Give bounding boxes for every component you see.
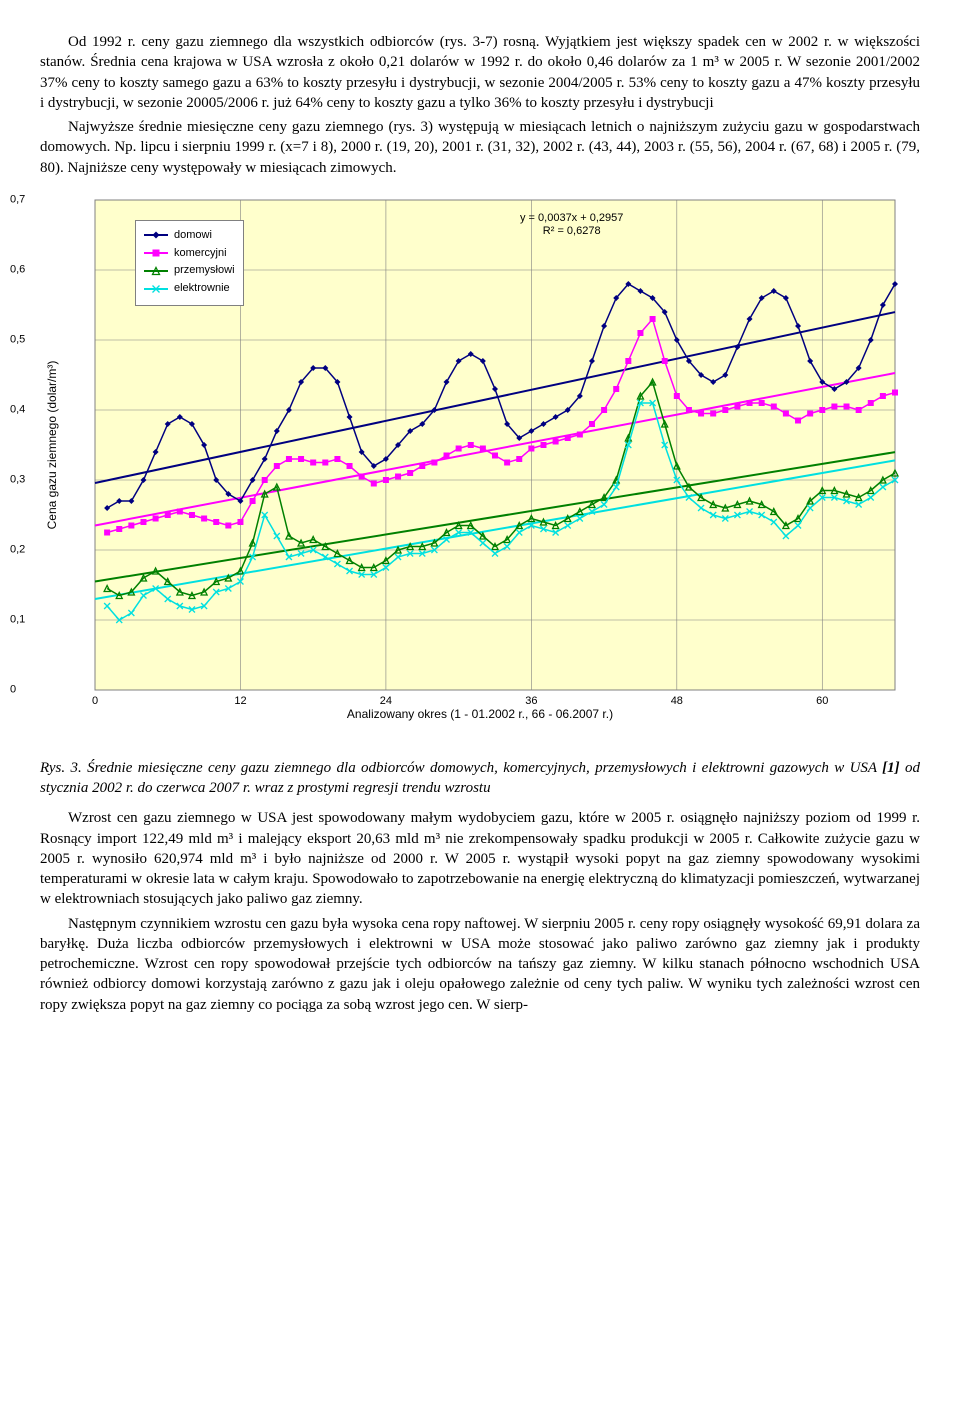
figure-caption: Rys. 3. Średnie miesięczne ceny gazu zie… bbox=[40, 758, 920, 799]
x-tick-label: 36 bbox=[525, 694, 537, 709]
y-tick-label: 0,4 bbox=[10, 402, 25, 417]
y-tick-label: 0,3 bbox=[10, 472, 25, 487]
caption-text: Rys. 3. Średnie miesięczne ceny gazu zie… bbox=[40, 760, 920, 796]
x-tick-label: 60 bbox=[816, 694, 828, 709]
legend-item: domowi bbox=[144, 228, 235, 243]
trend-equation: y = 0,0037x + 0,2957R² = 0,6278 bbox=[520, 212, 623, 238]
x-tick-label: 0 bbox=[92, 694, 98, 709]
y-tick-label: 0,6 bbox=[10, 262, 25, 277]
y-tick-label: 0,1 bbox=[10, 612, 25, 627]
legend-item: przemysłowi bbox=[144, 263, 235, 278]
para1b-text: Najwyższe średnie miesięczne ceny gazu z… bbox=[40, 119, 920, 176]
y-tick-label: 0,2 bbox=[10, 542, 25, 557]
y-tick-label: 0,7 bbox=[10, 192, 25, 207]
para3-text: Następnym czynnikiem wzrostu cen gazu by… bbox=[40, 916, 920, 1013]
paragraph-3: Następnym czynnikiem wzrostu cen gazu by… bbox=[40, 914, 920, 1015]
para2-text: Wzrost cen gazu ziemnego w USA jest spow… bbox=[40, 810, 920, 907]
y-tick-label: 0 bbox=[10, 682, 16, 697]
y-tick-label: 0,5 bbox=[10, 332, 25, 347]
legend-label: przemysłowi bbox=[174, 263, 235, 278]
para1-text: Od 1992 r. ceny gazu ziemnego dla wszyst… bbox=[40, 34, 920, 111]
figure-3: Cena gazu ziemnego (dolar/m³) Analizowan… bbox=[40, 190, 920, 750]
legend-label: elektrownie bbox=[174, 281, 230, 296]
paragraph-2: Wzrost cen gazu ziemnego w USA jest spow… bbox=[40, 808, 920, 909]
paragraph-1: Od 1992 r. ceny gazu ziemnego dla wszyst… bbox=[40, 32, 920, 113]
x-tick-label: 12 bbox=[234, 694, 246, 709]
x-tick-label: 24 bbox=[380, 694, 392, 709]
chart-container: Cena gazu ziemnego (dolar/m³) Analizowan… bbox=[40, 190, 920, 750]
legend-item: elektrownie bbox=[144, 281, 235, 296]
legend-label: domowi bbox=[174, 228, 212, 243]
legend-item: komercyjni bbox=[144, 246, 235, 261]
paragraph-1b: Najwyższe średnie miesięczne ceny gazu z… bbox=[40, 117, 920, 178]
chart-legend: domowi komercyjni przemysłowi elektrownie bbox=[135, 220, 244, 306]
legend-label: komercyjni bbox=[174, 246, 227, 261]
x-tick-label: 48 bbox=[671, 694, 683, 709]
